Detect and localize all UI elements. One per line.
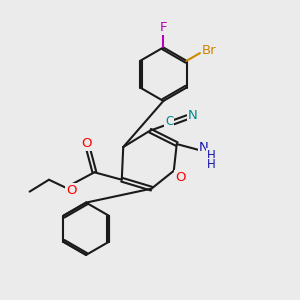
Text: H: H [207,149,215,162]
Text: C: C [165,115,173,128]
Text: Br: Br [202,44,216,57]
Text: O: O [175,171,186,184]
Text: O: O [66,184,76,197]
Text: N: N [199,140,208,154]
Text: N: N [188,109,198,122]
Text: F: F [160,21,167,34]
Text: O: O [82,137,92,150]
Text: H: H [207,158,215,171]
